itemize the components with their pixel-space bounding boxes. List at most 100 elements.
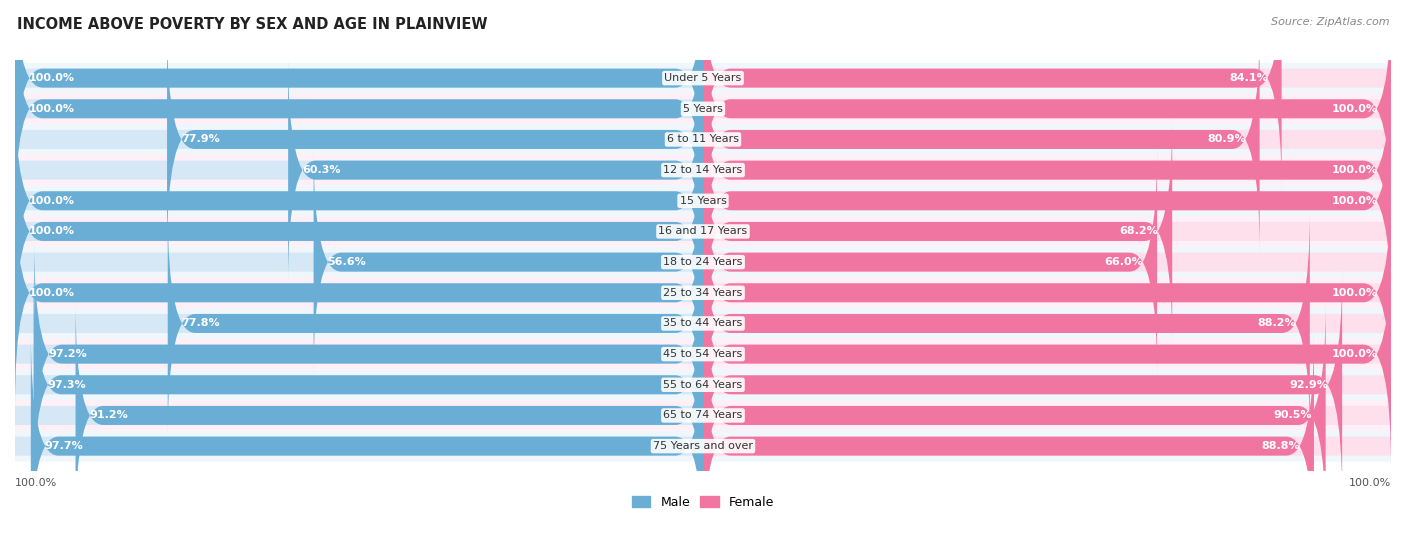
Text: 88.8%: 88.8% bbox=[1261, 441, 1301, 451]
FancyBboxPatch shape bbox=[15, 277, 1391, 308]
FancyBboxPatch shape bbox=[703, 253, 1391, 272]
Text: 16 and 17 Years: 16 and 17 Years bbox=[658, 226, 748, 236]
FancyBboxPatch shape bbox=[703, 57, 1391, 283]
FancyBboxPatch shape bbox=[703, 69, 1391, 88]
FancyBboxPatch shape bbox=[15, 253, 703, 272]
Text: INCOME ABOVE POVERTY BY SEX AND AGE IN PLAINVIEW: INCOME ABOVE POVERTY BY SEX AND AGE IN P… bbox=[17, 17, 488, 32]
Text: 92.9%: 92.9% bbox=[1289, 380, 1329, 390]
FancyBboxPatch shape bbox=[703, 222, 1391, 241]
FancyBboxPatch shape bbox=[15, 314, 703, 333]
FancyBboxPatch shape bbox=[703, 344, 1391, 363]
FancyBboxPatch shape bbox=[15, 130, 703, 149]
FancyBboxPatch shape bbox=[703, 100, 1391, 119]
FancyBboxPatch shape bbox=[15, 0, 703, 222]
FancyBboxPatch shape bbox=[15, 308, 1391, 339]
FancyBboxPatch shape bbox=[15, 375, 703, 394]
FancyBboxPatch shape bbox=[288, 57, 703, 283]
Text: 100.0%: 100.0% bbox=[28, 288, 75, 298]
FancyBboxPatch shape bbox=[167, 26, 703, 253]
Text: 100.0%: 100.0% bbox=[1331, 196, 1378, 206]
FancyBboxPatch shape bbox=[15, 216, 1391, 247]
FancyBboxPatch shape bbox=[703, 191, 1391, 210]
Text: 60.3%: 60.3% bbox=[302, 165, 340, 175]
Text: 80.9%: 80.9% bbox=[1208, 135, 1246, 144]
FancyBboxPatch shape bbox=[15, 283, 703, 302]
FancyBboxPatch shape bbox=[76, 302, 703, 529]
FancyBboxPatch shape bbox=[15, 93, 1391, 124]
FancyBboxPatch shape bbox=[703, 406, 1391, 425]
Text: 100.0%: 100.0% bbox=[1331, 349, 1378, 359]
FancyBboxPatch shape bbox=[15, 160, 703, 179]
FancyBboxPatch shape bbox=[703, 283, 1391, 302]
Text: 55 to 64 Years: 55 to 64 Years bbox=[664, 380, 742, 390]
Text: 88.2%: 88.2% bbox=[1257, 319, 1296, 329]
Text: 75 Years and over: 75 Years and over bbox=[652, 441, 754, 451]
Text: 100.0%: 100.0% bbox=[28, 196, 75, 206]
Text: 12 to 14 Years: 12 to 14 Years bbox=[664, 165, 742, 175]
Text: 15 Years: 15 Years bbox=[679, 196, 727, 206]
FancyBboxPatch shape bbox=[703, 437, 1391, 456]
Text: 100.0%: 100.0% bbox=[1331, 288, 1378, 298]
FancyBboxPatch shape bbox=[34, 241, 703, 467]
Text: 100.0%: 100.0% bbox=[1331, 104, 1378, 114]
Text: 97.7%: 97.7% bbox=[45, 441, 83, 451]
FancyBboxPatch shape bbox=[703, 179, 1391, 406]
FancyBboxPatch shape bbox=[703, 130, 1391, 149]
FancyBboxPatch shape bbox=[703, 26, 1260, 253]
FancyBboxPatch shape bbox=[15, 88, 703, 314]
Text: 35 to 44 Years: 35 to 44 Years bbox=[664, 319, 742, 329]
Text: 68.2%: 68.2% bbox=[1119, 226, 1159, 236]
FancyBboxPatch shape bbox=[703, 0, 1282, 191]
Text: 25 to 34 Years: 25 to 34 Years bbox=[664, 288, 742, 298]
FancyBboxPatch shape bbox=[15, 400, 1391, 431]
FancyBboxPatch shape bbox=[703, 302, 1326, 529]
Text: 45 to 54 Years: 45 to 54 Years bbox=[664, 349, 742, 359]
FancyBboxPatch shape bbox=[15, 69, 703, 88]
Text: 6 to 11 Years: 6 to 11 Years bbox=[666, 135, 740, 144]
Text: 5 Years: 5 Years bbox=[683, 104, 723, 114]
Text: Under 5 Years: Under 5 Years bbox=[665, 73, 741, 83]
FancyBboxPatch shape bbox=[15, 431, 1391, 461]
Text: 91.2%: 91.2% bbox=[90, 410, 128, 420]
FancyBboxPatch shape bbox=[15, 339, 1391, 369]
FancyBboxPatch shape bbox=[15, 63, 1391, 93]
FancyBboxPatch shape bbox=[703, 160, 1391, 179]
Text: 77.8%: 77.8% bbox=[181, 319, 221, 329]
FancyBboxPatch shape bbox=[703, 272, 1343, 498]
Text: 97.3%: 97.3% bbox=[48, 380, 86, 390]
FancyBboxPatch shape bbox=[703, 88, 1391, 314]
FancyBboxPatch shape bbox=[15, 179, 703, 406]
FancyBboxPatch shape bbox=[15, 406, 703, 425]
FancyBboxPatch shape bbox=[15, 119, 703, 344]
FancyBboxPatch shape bbox=[167, 210, 703, 437]
FancyBboxPatch shape bbox=[15, 191, 703, 210]
Legend: Male, Female: Male, Female bbox=[627, 491, 779, 514]
Text: 84.1%: 84.1% bbox=[1229, 73, 1268, 83]
FancyBboxPatch shape bbox=[15, 247, 1391, 277]
FancyBboxPatch shape bbox=[703, 210, 1310, 437]
Text: 100.0%: 100.0% bbox=[28, 73, 75, 83]
FancyBboxPatch shape bbox=[703, 314, 1391, 333]
Text: 97.2%: 97.2% bbox=[48, 349, 87, 359]
Text: 100.0%: 100.0% bbox=[15, 479, 58, 489]
Text: 100.0%: 100.0% bbox=[1348, 479, 1391, 489]
FancyBboxPatch shape bbox=[34, 272, 703, 498]
FancyBboxPatch shape bbox=[703, 119, 1173, 344]
Text: 100.0%: 100.0% bbox=[28, 226, 75, 236]
FancyBboxPatch shape bbox=[31, 333, 703, 559]
Text: 65 to 74 Years: 65 to 74 Years bbox=[664, 410, 742, 420]
FancyBboxPatch shape bbox=[15, 0, 703, 191]
FancyBboxPatch shape bbox=[15, 222, 703, 241]
FancyBboxPatch shape bbox=[15, 344, 703, 363]
FancyBboxPatch shape bbox=[314, 149, 703, 375]
Text: 18 to 24 Years: 18 to 24 Years bbox=[664, 257, 742, 267]
Text: 100.0%: 100.0% bbox=[1331, 165, 1378, 175]
FancyBboxPatch shape bbox=[703, 149, 1157, 375]
FancyBboxPatch shape bbox=[15, 124, 1391, 155]
FancyBboxPatch shape bbox=[703, 333, 1315, 559]
Text: 90.5%: 90.5% bbox=[1274, 410, 1312, 420]
FancyBboxPatch shape bbox=[15, 100, 703, 119]
FancyBboxPatch shape bbox=[703, 241, 1391, 467]
Text: 56.6%: 56.6% bbox=[328, 257, 366, 267]
FancyBboxPatch shape bbox=[15, 369, 1391, 400]
